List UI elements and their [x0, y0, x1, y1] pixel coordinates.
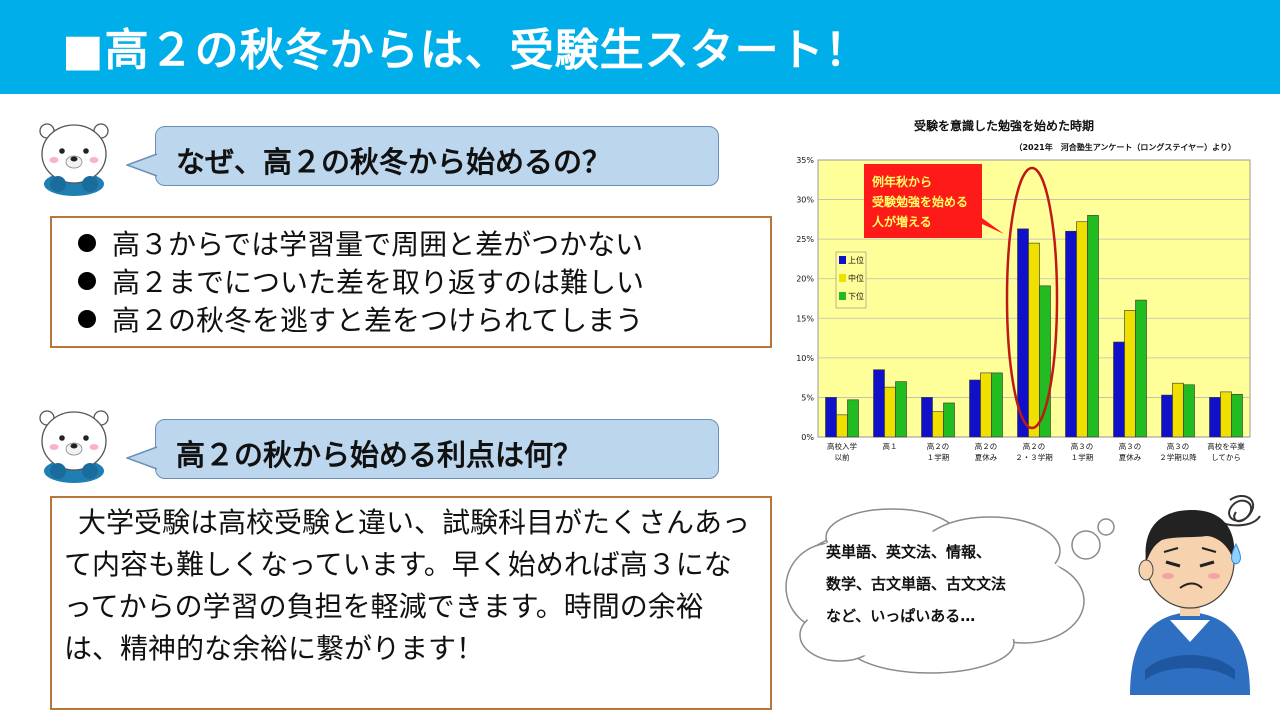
x-tick-label: 高３の [1071, 441, 1094, 451]
x-tick-label: してから [1211, 453, 1241, 462]
callout-line: 受験勉強を始める [872, 194, 968, 209]
benefit-paragraph: 大学受験は高校受験と違い、試験科目がたくさんあって内容も難しくなっています。早く… [64, 502, 754, 670]
callout-line: 人が増える [872, 214, 932, 229]
thought-line: 英単語、英文法、情報、 [826, 543, 991, 561]
title-banner: ■高２の秋冬からは、受験生スタート！ [0, 0, 1280, 94]
benefit-text: 大学受験は高校受験と違い、試験科目がたくさんあって内容も難しくなっています。早く… [64, 506, 751, 665]
question-why: なぜ、高２の秋冬から始めるの？ [176, 145, 612, 179]
x-tick-label: １学期 [927, 452, 950, 462]
thought-line: など、いっぱいある… [826, 607, 975, 625]
bar-下位 [1135, 299, 1147, 438]
list-item: 高２までについた差を取り返すのは難しい [78, 264, 644, 302]
benefit-box: 大学受験は高校受験と違い、試験科目がたくさんあって内容も難しくなっています。早く… [50, 496, 772, 710]
thought-line: 数学、古文単語、古文文法 [826, 575, 1006, 593]
chart-callout: 例年秋から 受験勉強を始める 人が増える [864, 164, 1004, 238]
y-tick-label: 20% [796, 275, 814, 284]
y-tick-label: 25% [796, 235, 814, 244]
x-tick-label: １学期 [1071, 452, 1094, 462]
reasons-list: 高３からでは学習量で周囲と差がつかない 高２までについた差を取り返すのは難しい … [78, 226, 644, 340]
thought-cloud: 英単語、英文法、情報、 数学、古文単語、古文文法 など、いっぱいある… [785, 508, 1115, 674]
legend-label-mid: 中位 [848, 273, 864, 283]
list-item: 高３からでは学習量で周囲と差がつかない [78, 226, 644, 264]
polar-bear-icon [30, 118, 120, 198]
bar-上位 [1113, 341, 1125, 438]
reason-text: 高３からでは学習量で周囲と差がつかない [112, 228, 644, 261]
page-title: ■高２の秋冬からは、受験生スタート！ [62, 25, 870, 76]
bar-下位 [1039, 285, 1051, 438]
polar-bear-icon [30, 405, 120, 485]
chart-legend: 上位 中位 下位 [835, 251, 867, 309]
bar-上位 [1065, 230, 1077, 438]
bar-中位 [1124, 310, 1136, 438]
bar-下位 [1183, 384, 1195, 438]
reason-text: 高２の秋冬を逃すと差をつけられてしまう [112, 304, 644, 337]
x-tick-label: 高３の [1167, 441, 1190, 451]
bar-下位 [991, 372, 1003, 438]
legend-label-top: 上位 [848, 255, 864, 265]
x-tick-label: 高２の [927, 441, 950, 451]
x-tick-label: 高３の [1119, 441, 1142, 451]
bar-上位 [825, 397, 837, 438]
bar-中位 [932, 411, 944, 438]
legend-swatch-top [839, 256, 846, 264]
reasons-box: 高３からでは学習量で周囲と差がつかない 高２までについた差を取り返すのは難しい … [50, 216, 772, 348]
legend-label-low: 下位 [848, 291, 864, 301]
x-tick-label: 夏休み [1119, 452, 1142, 462]
bar-上位 [969, 379, 981, 438]
bar-上位 [1209, 397, 1221, 438]
callout-line: 例年秋から [872, 174, 932, 189]
bar-上位 [921, 397, 933, 438]
bar-中位 [1076, 221, 1088, 438]
x-tick-label: 高２の [975, 441, 998, 451]
bar-中位 [884, 386, 896, 438]
bullet-icon [78, 272, 96, 290]
x-tick-label: 高１ [883, 441, 898, 451]
legend-swatch-mid [839, 274, 846, 282]
question-bubble-why: なぜ、高２の秋冬から始めるの？ [155, 126, 719, 186]
question-benefit: 高２の秋から始める利点は何？ [176, 438, 583, 472]
y-tick-label: 30% [796, 196, 814, 205]
highlight-ellipse [1005, 166, 1059, 430]
y-tick-label: 15% [796, 314, 814, 323]
bar-上位 [1161, 394, 1173, 438]
chart-title: 受験を意識した勉強を始めた時期 [914, 118, 1094, 133]
y-tick-label: 0% [801, 433, 814, 442]
bar-中位 [1028, 242, 1040, 438]
chart-subtitle: （2021年 河合塾生アンケート（ロングステイヤー）より） [1014, 142, 1236, 152]
bar-下位 [1231, 393, 1243, 438]
bar-上位 [873, 369, 885, 438]
bubble-tail [126, 153, 158, 177]
bar-中位 [980, 372, 992, 438]
chart: 受験を意識した勉強を始めた時期 （2021年 河合塾生アンケート（ロングステイヤ… [796, 118, 1251, 462]
bar-中位 [1172, 382, 1184, 438]
callout-box [864, 164, 1004, 238]
reason-text: 高２までについた差を取り返すのは難しい [112, 266, 645, 299]
bullet-icon [78, 310, 96, 328]
bullet-icon [78, 234, 96, 252]
x-tick-label: ２学期以降 [1159, 452, 1197, 462]
x-tick-label: ２・３学期 [1015, 452, 1053, 462]
list-item: 高２の秋冬を逃すと差をつけられてしまう [78, 302, 644, 340]
question-bubble-benefit: 高２の秋から始める利点は何？ [155, 419, 719, 479]
bar-中位 [1220, 391, 1232, 438]
worried-student-icon [1130, 495, 1261, 695]
bar-下位 [1087, 215, 1099, 438]
legend-swatch-low [839, 292, 846, 300]
bar-下位 [847, 399, 859, 438]
y-tick-label: 35% [796, 156, 814, 165]
x-tick-label: 以前 [835, 452, 850, 462]
bar-中位 [836, 414, 848, 438]
bar-下位 [943, 402, 955, 438]
y-tick-label: 5% [801, 393, 814, 402]
x-tick-label: 高校を卒業 [1207, 441, 1245, 451]
x-tick-label: 高２の [1023, 441, 1046, 451]
bar-下位 [895, 381, 907, 438]
x-tick-label: 高校入学 [827, 441, 857, 451]
x-tick-label: 夏休み [975, 452, 998, 462]
bubble-tail [126, 446, 158, 470]
y-tick-label: 10% [796, 354, 814, 363]
